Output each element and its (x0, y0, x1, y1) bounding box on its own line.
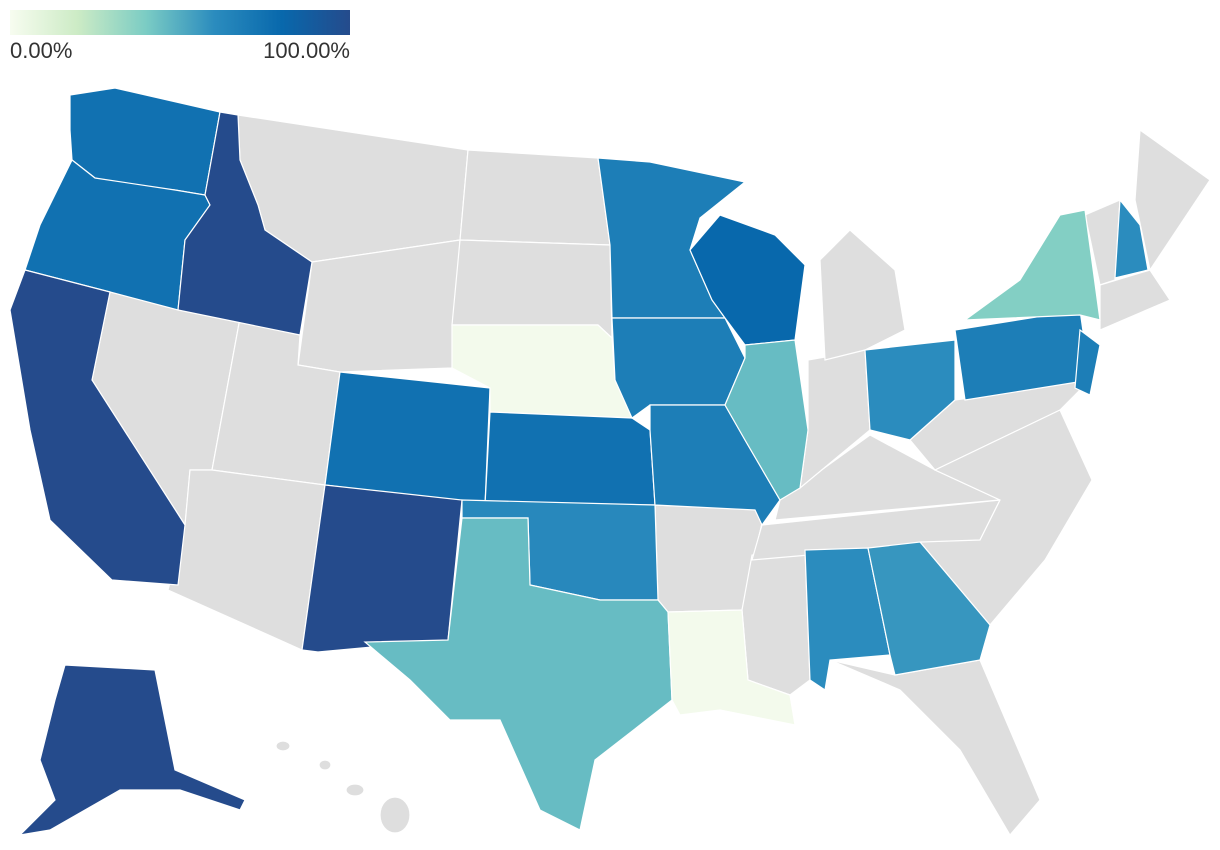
state (484, 411, 656, 506)
state (1134, 128, 1211, 272)
state (301, 484, 463, 653)
legend-label: 100.00% (263, 38, 350, 63)
data-states (9, 87, 1149, 836)
state (963, 209, 1101, 321)
state (724, 339, 809, 501)
island (318, 759, 332, 771)
island (345, 783, 365, 797)
state (177, 111, 313, 336)
state (1099, 269, 1171, 331)
island (379, 796, 411, 834)
state (451, 239, 613, 340)
state (864, 339, 956, 441)
state (867, 541, 991, 676)
legend-gradient (10, 10, 350, 35)
state (1074, 328, 1101, 396)
state (297, 239, 461, 373)
state (324, 371, 491, 506)
state (459, 149, 611, 246)
state (741, 549, 811, 696)
island (275, 740, 291, 752)
state (9, 269, 186, 586)
state (611, 317, 746, 419)
state (667, 609, 796, 726)
state (829, 659, 1041, 837)
state (1114, 198, 1149, 279)
state (18, 664, 246, 836)
state (819, 229, 906, 361)
state (167, 469, 326, 651)
state (363, 517, 673, 831)
legend-label: 0.00% (10, 38, 72, 63)
